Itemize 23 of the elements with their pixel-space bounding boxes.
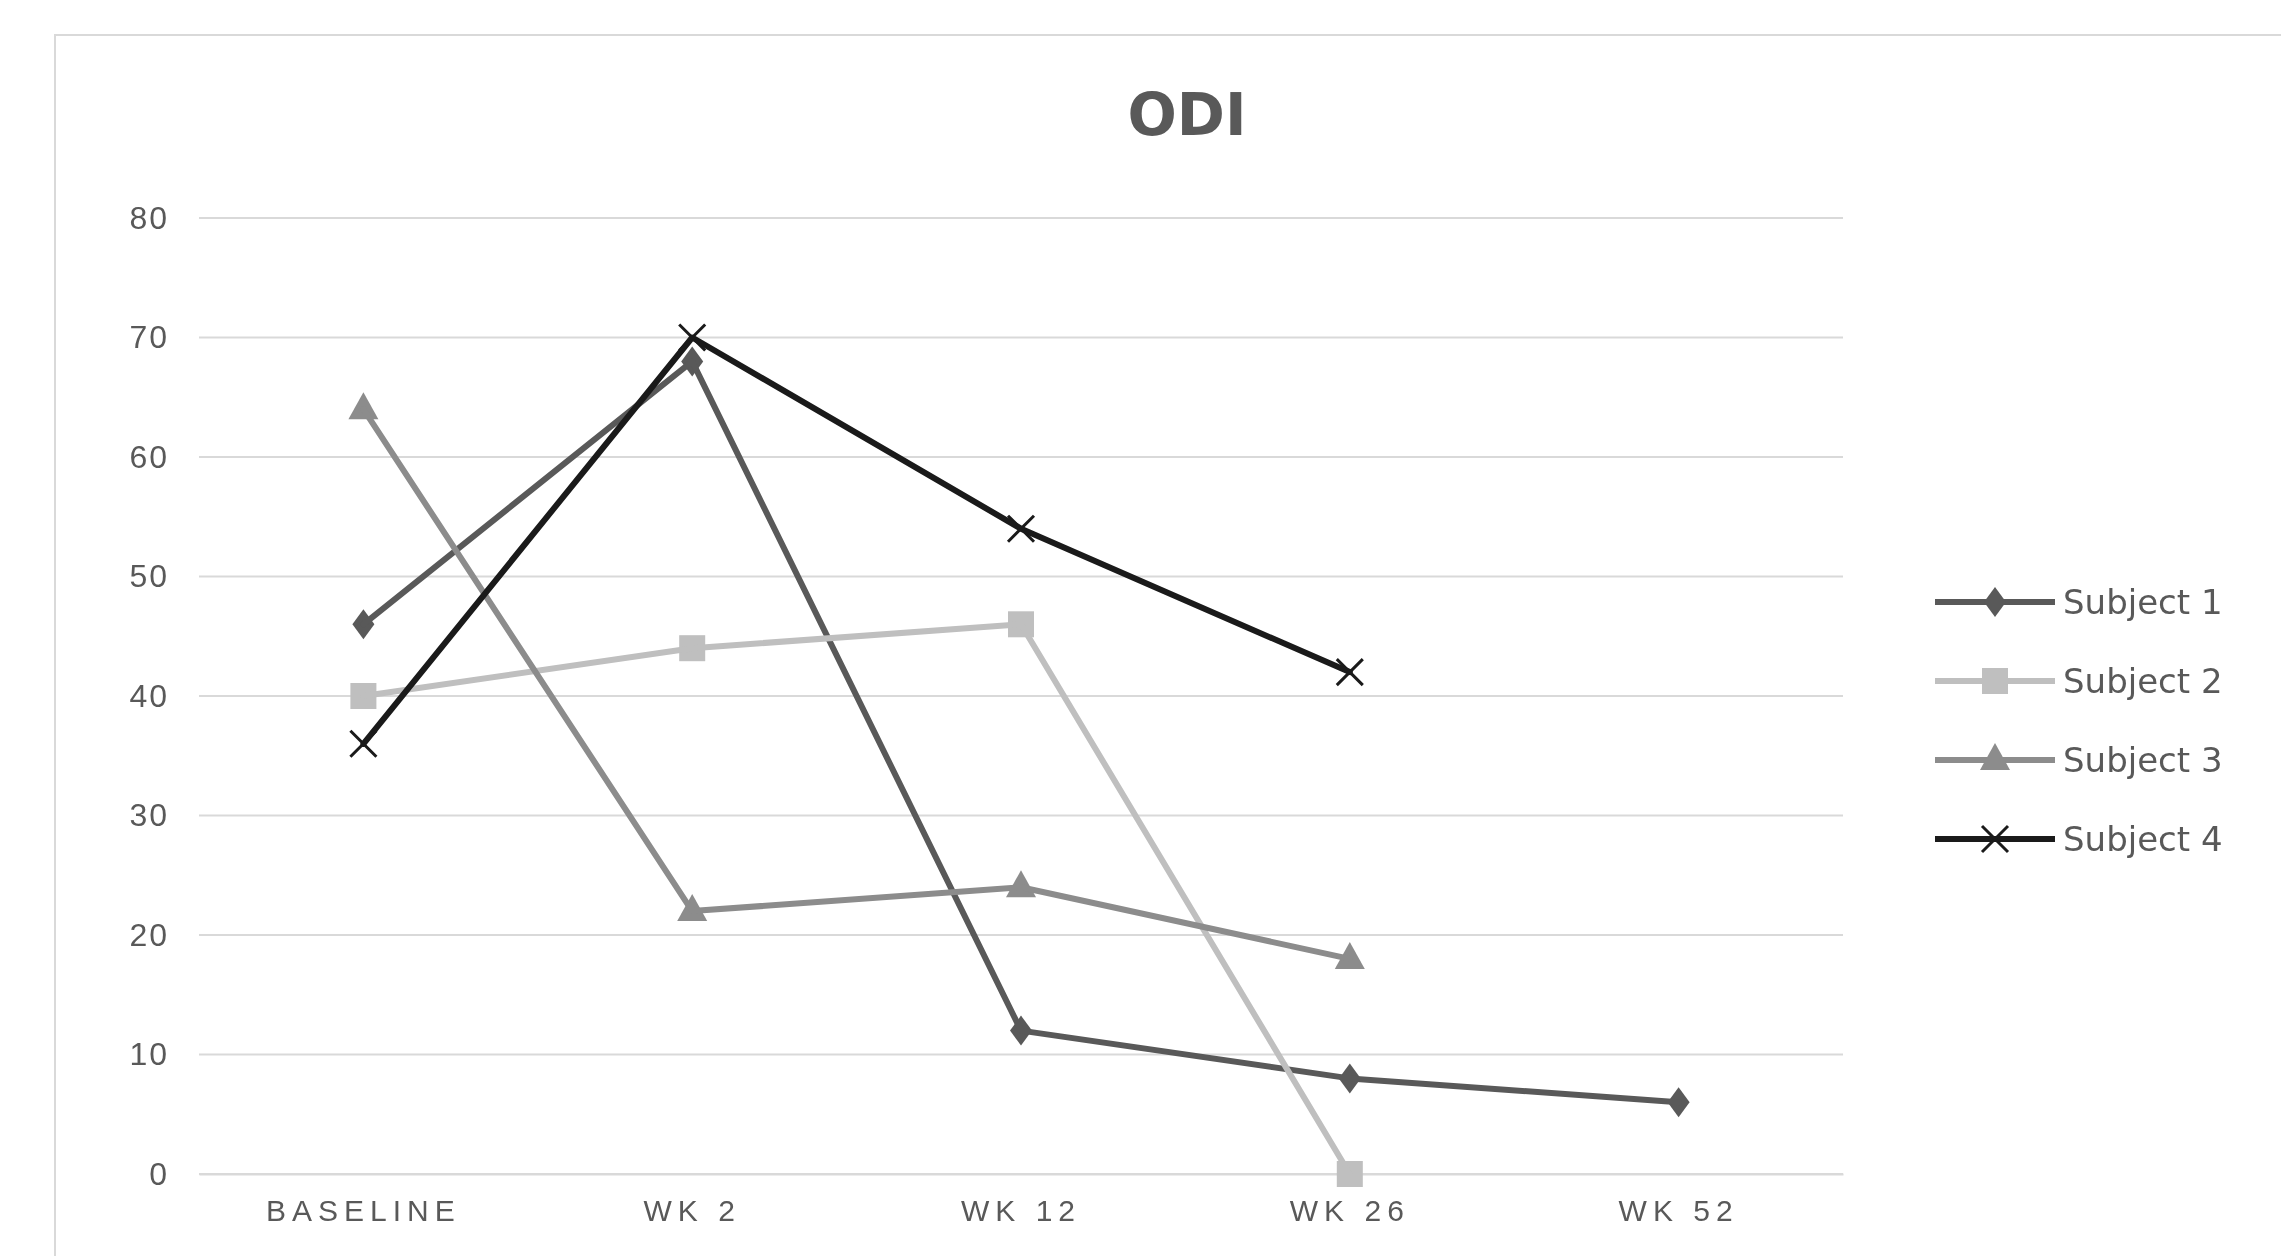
point [677, 323, 707, 352]
x-tick-label: WK 12 [960, 1194, 1082, 1228]
y-tick-label: 40 [129, 677, 169, 714]
y-tick-label: 60 [129, 438, 169, 475]
legend-label: Subject 4 [2063, 818, 2223, 859]
legend-label: Subject 2 [2063, 660, 2223, 701]
y-tick-label: 50 [129, 558, 169, 595]
legend-label: Subject 1 [2063, 581, 2223, 622]
point [1006, 514, 1036, 544]
y-tick-label: 10 [129, 1036, 169, 1073]
x-tick-label: BASELINE [266, 1194, 461, 1228]
y-tick-label: 0 [149, 1155, 169, 1192]
y-tick-label: 20 [129, 916, 169, 953]
legend-label: Subject 3 [2063, 739, 2223, 780]
point [348, 729, 378, 759]
point [1335, 657, 1365, 687]
x-tick-label: WK 52 [1618, 1194, 1739, 1228]
y-tick-label: 80 [129, 199, 169, 236]
x-tick-label: WK 26 [1289, 1194, 1410, 1228]
y-tick-label: 70 [129, 319, 169, 356]
y-tick-label: 30 [129, 797, 169, 834]
chart-title: ODI [1127, 81, 1247, 149]
x-tick-label: WK 2 [643, 1194, 741, 1228]
